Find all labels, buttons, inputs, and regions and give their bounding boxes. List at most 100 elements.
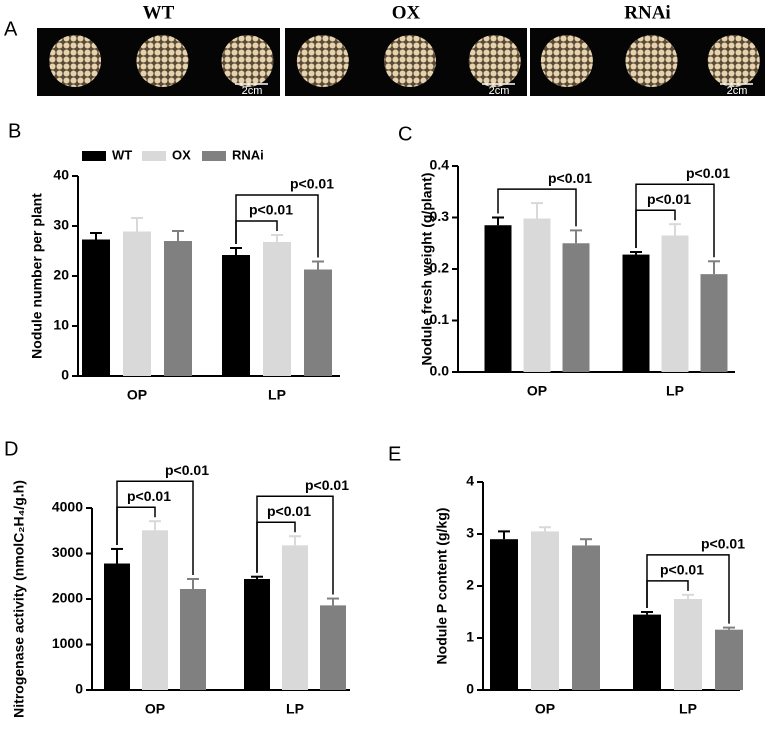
y-tick-label: 0 (75, 681, 83, 697)
bar (700, 274, 728, 372)
y-tick-label: 1 (466, 629, 474, 645)
panel-label: E (388, 443, 401, 465)
bar (484, 225, 512, 372)
bar (104, 563, 130, 690)
legend-label: WT (112, 147, 132, 162)
nodule-cluster (540, 35, 593, 87)
x-tick-label: LP (666, 383, 684, 399)
x-tick-label: LP (679, 701, 697, 717)
y-tick-label: 0.3 (430, 208, 450, 224)
scale-bar-label: 2cm (489, 85, 510, 97)
bar (572, 545, 600, 690)
legend-label: OX (172, 147, 191, 162)
significance-label: p<0.01 (305, 477, 349, 493)
x-tick-label: OP (535, 701, 555, 717)
bar (633, 614, 661, 690)
significance-label: p<0.01 (701, 536, 745, 552)
nodule-cluster (136, 35, 189, 87)
bar (304, 269, 332, 376)
y-tick-label: 2 (466, 577, 474, 593)
significance-label: p<0.01 (267, 503, 311, 519)
bar (320, 605, 346, 690)
significance-label: p<0.01 (647, 191, 691, 207)
y-tick-label: 4000 (52, 499, 83, 515)
y-tick-label: 20 (53, 267, 69, 283)
y-axis-label: Nodule P content (g/kg) (434, 508, 450, 665)
panel-label: C (398, 123, 412, 145)
y-tick-label: 0.0 (430, 363, 450, 379)
significance-label: p<0.01 (660, 562, 704, 578)
panel-label: B (8, 120, 21, 142)
bar (562, 243, 590, 372)
x-tick-label: OP (145, 701, 165, 717)
x-tick-label: LP (286, 701, 304, 717)
bar (490, 539, 518, 690)
bar (282, 545, 308, 690)
y-tick-label: 4 (466, 473, 474, 489)
nodule-cluster (468, 35, 521, 87)
bracket (497, 188, 577, 227)
significance-label: p<0.01 (548, 170, 592, 186)
significance-label: p<0.01 (127, 488, 171, 504)
y-tick-label: 0 (466, 681, 474, 697)
y-tick-label: 0.4 (430, 157, 450, 173)
bracket (646, 554, 730, 624)
bar (164, 241, 192, 376)
significance-label: p<0.01 (686, 165, 730, 181)
y-axis-label: Nitrogenase activity (nmolC₂H₄/g.h) (11, 480, 27, 718)
bar (244, 578, 270, 690)
bracket (116, 480, 194, 575)
y-tick-label: 3000 (52, 544, 83, 560)
bar (222, 255, 250, 376)
scale-bar-label: 2cm (242, 85, 263, 97)
bar (661, 235, 689, 372)
x-tick-label: OP (527, 383, 547, 399)
bar (142, 530, 168, 690)
bracket (256, 495, 334, 595)
group-title: RNAi (624, 2, 670, 23)
significance-label: p<0.01 (249, 202, 293, 218)
y-tick-label: 0.2 (430, 260, 450, 276)
y-axis-label: Nodule number per plant (29, 193, 45, 359)
legend-swatch (202, 151, 226, 161)
x-tick-label: LP (268, 387, 286, 403)
bracket (635, 183, 715, 258)
y-tick-label: 0 (61, 367, 69, 383)
group-title: OX (392, 2, 421, 23)
bar (523, 218, 551, 372)
significance-label: p<0.01 (290, 176, 334, 192)
y-axis-label: Nodule fresh weight (g/plant) (419, 173, 435, 366)
nodule-cluster (296, 35, 349, 87)
y-tick-label: 30 (53, 217, 69, 233)
bracket (235, 220, 278, 244)
y-tick-label: 3 (466, 525, 474, 541)
y-tick-label: 1000 (52, 635, 83, 651)
nodule-cluster (49, 35, 102, 87)
y-tick-label: 40 (53, 167, 69, 183)
legend-swatch (142, 151, 166, 161)
nodule-cluster (221, 35, 274, 87)
scale-bar-label: 2cm (727, 85, 748, 97)
significance-label: p<0.01 (165, 462, 209, 478)
x-tick-label: OP (127, 387, 147, 403)
y-tick-label: 0.1 (430, 311, 450, 327)
legend-swatch (82, 151, 106, 161)
nodule-cluster (384, 35, 436, 87)
legend-label: RNAi (232, 147, 264, 162)
bar (715, 629, 743, 690)
bar (82, 239, 110, 376)
bar (123, 231, 151, 376)
bar (674, 599, 702, 690)
nodule-cluster (625, 35, 678, 87)
y-tick-label: 2000 (52, 590, 83, 606)
bar (180, 588, 206, 690)
group-title: WT (143, 2, 175, 23)
bar (263, 242, 291, 376)
y-tick-label: 10 (53, 317, 69, 333)
panel-label: A (4, 18, 18, 40)
bracket (235, 194, 319, 258)
nodule-cluster (707, 35, 760, 87)
panel-label: D (4, 438, 18, 460)
